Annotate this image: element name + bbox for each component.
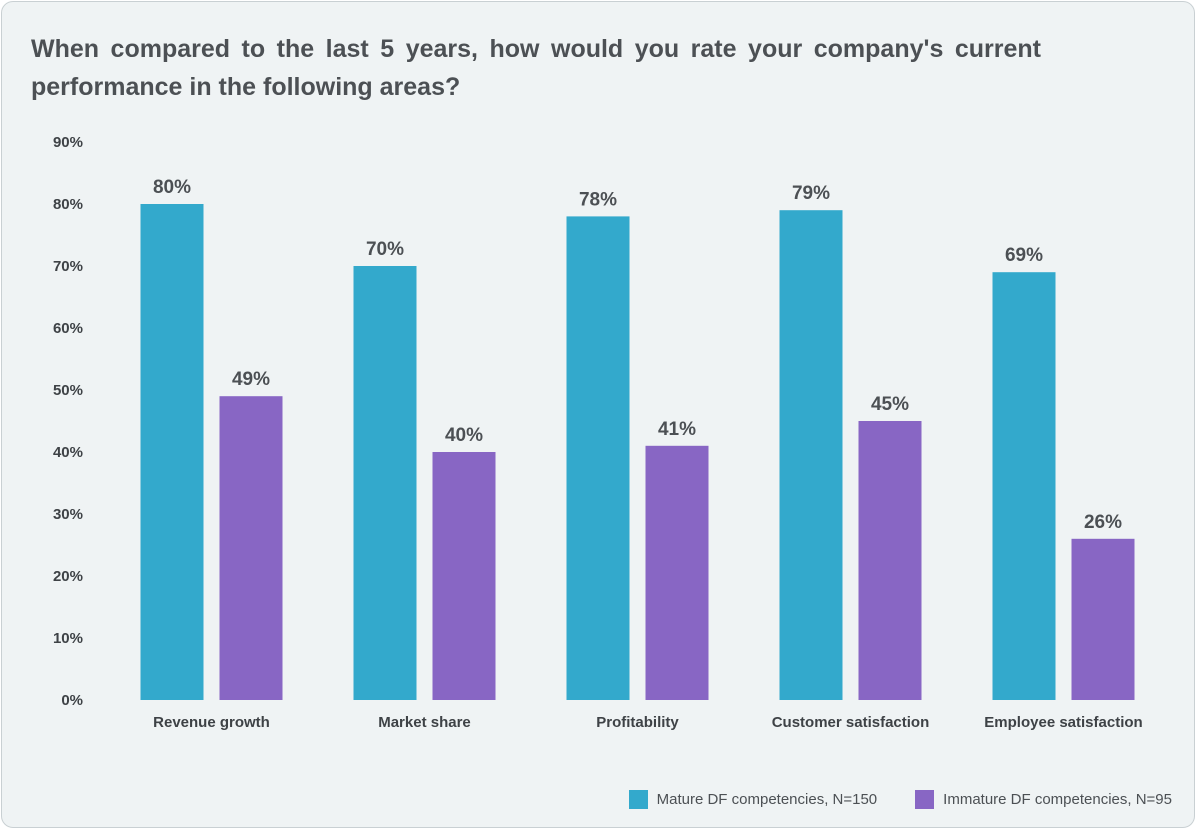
y-tick-label: 80% [53, 196, 83, 213]
legend-swatch [628, 790, 648, 809]
legend-item-mature: Mature DF competencies, N=150 [628, 790, 878, 809]
chart-legend: Mature DF competencies, N=150 Immature DF… [628, 790, 1172, 809]
legend-label: Immature DF competencies, N=95 [943, 791, 1172, 808]
x-tick-label: Employee satisfaction [984, 714, 1142, 731]
bar-mature-market-share [353, 266, 417, 700]
y-tick-label: 20% [53, 568, 83, 585]
legend-swatch [915, 790, 935, 809]
data-label: 26% [1084, 512, 1122, 533]
y-tick-label: 30% [53, 506, 83, 523]
y-tick-label: 40% [53, 444, 83, 461]
data-label: 40% [445, 425, 483, 446]
bar-mature-customer-satisfaction [779, 210, 843, 700]
data-label: 79% [792, 183, 830, 204]
legend-label: Mature DF competencies, N=150 [656, 791, 878, 808]
bar-immature-profitability [645, 445, 709, 700]
x-tick-label: Revenue growth [153, 714, 270, 731]
y-tick-label: 90% [53, 134, 83, 151]
data-label: 69% [1005, 245, 1043, 266]
y-tick-label: 0% [61, 692, 83, 709]
data-label: 80% [153, 177, 191, 198]
x-tick-label: Customer satisfaction [772, 714, 930, 731]
bar-mature-employee-satisfaction [992, 272, 1056, 700]
x-tick-label: Profitability [596, 714, 679, 731]
bar-immature-revenue-growth [219, 396, 283, 700]
bar-mature-revenue-growth [140, 204, 204, 700]
data-label: 41% [658, 419, 696, 440]
y-tick-label: 70% [53, 258, 83, 275]
y-tick-label: 50% [53, 382, 83, 399]
bar-mature-profitability [566, 216, 630, 700]
data-label: 70% [366, 239, 404, 260]
data-label: 45% [871, 394, 909, 415]
y-tick-label: 10% [53, 630, 83, 647]
data-label: 78% [579, 189, 617, 210]
y-tick-label: 60% [53, 320, 83, 337]
bar-immature-employee-satisfaction [1071, 538, 1135, 700]
legend-item-immature: Immature DF competencies, N=95 [915, 790, 1172, 809]
x-tick-label: Market share [378, 714, 471, 731]
data-label: 49% [232, 369, 270, 390]
bar-immature-market-share [432, 452, 496, 700]
bar-immature-customer-satisfaction [858, 421, 922, 700]
chart-title: When compared to the last 5 years, how w… [31, 35, 1041, 101]
